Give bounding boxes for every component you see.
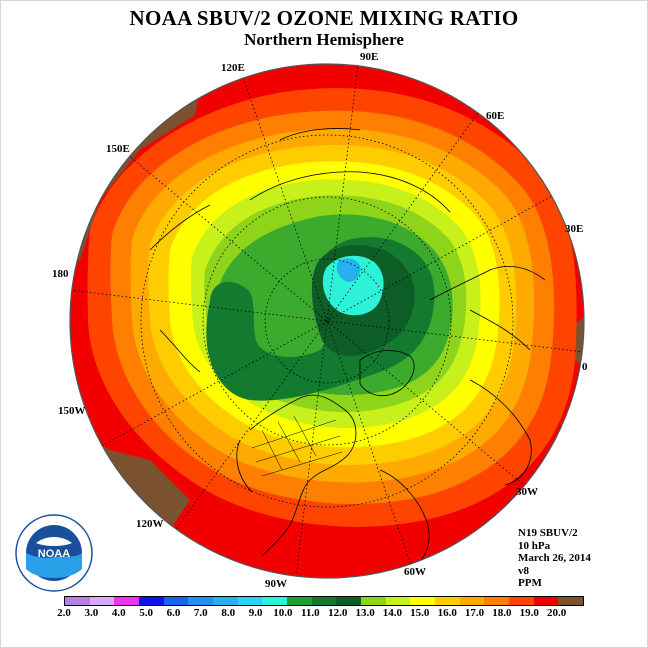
colorbar-tick-label: 7.0 (193, 607, 208, 619)
colorbar-swatch (336, 597, 362, 605)
colorbar-tick-label: 17.0 (464, 607, 485, 619)
lat-circle-1 (264, 258, 390, 384)
lon-label-30e: 30E (565, 223, 584, 235)
colorbar-tick-label: 20.0 (546, 607, 567, 619)
lon-label-90e: 90E (360, 51, 379, 63)
us-line-2 (251, 419, 343, 477)
lat-circle-2 (202, 196, 452, 446)
page-title: NOAA SBUV/2 OZONE MIXING RATIO (129, 6, 519, 30)
colorbar-tick-label: 6.0 (166, 607, 181, 619)
latitude-circles (140, 134, 514, 508)
colorbar-swatch (65, 597, 90, 605)
colorbar-tick-label: 12.0 (328, 607, 348, 619)
colorbar-swatch (114, 597, 140, 605)
info-level: 10 hPa (518, 539, 551, 552)
colorbar-ticks: 2.0 3.0 4.0 5.0 6.0 7.0 8.0 9.0 10.0 11.0 12.0 13.0… (57, 607, 584, 621)
colorbar (64, 596, 584, 606)
coast-greenland (359, 350, 415, 397)
meridians (70, 64, 584, 578)
colorbar-tick-label: 2.0 (57, 607, 71, 619)
colorbar-tick-label: 19.0 (519, 607, 539, 619)
coast-europe (429, 266, 546, 351)
colorbar-tick-label: 3.0 (84, 607, 99, 619)
colorbar-swatch (484, 597, 510, 605)
colorbar-swatch (213, 597, 238, 605)
lon-label-180: 180 (52, 268, 69, 280)
colorbar-tick-label: 4.0 (111, 607, 126, 619)
colorbar-tick-label: 15.0 (410, 607, 430, 619)
lat-circle-3 (140, 134, 514, 508)
colorbar-swatch (435, 597, 460, 605)
colorbar-swatch (509, 597, 534, 605)
colorbar-swatch (262, 597, 288, 605)
colorbar-swatch (361, 597, 386, 605)
info-units: PPM (518, 577, 542, 589)
ozone-field (70, 64, 584, 578)
lon-label-120w: 120W (136, 518, 164, 530)
map-outline (69, 63, 585, 579)
colorbar-tick-label: 10.0 (273, 607, 293, 619)
colorbar-swatch (89, 597, 115, 605)
colorbar-swatch (533, 597, 559, 605)
colorbar-tick-label: 9.0 (248, 607, 263, 619)
colorbar-swatch (311, 597, 337, 605)
lon-label-60e: 60E (486, 110, 505, 122)
colorbar-tick-label: 13.0 (355, 607, 375, 619)
us-state-lines (251, 415, 343, 477)
colorbar-swatch (188, 597, 214, 605)
coast-africa (469, 379, 532, 486)
colorbar-swatch (410, 597, 436, 605)
colorbar-swatch (163, 597, 189, 605)
lon-label-90w: 90W (265, 578, 287, 590)
noaa-logo: NOAA (15, 514, 93, 592)
logo-text: NOAA (38, 548, 70, 560)
colorbar-tick-label: 18.0 (492, 607, 512, 619)
coast-north-america (236, 394, 357, 557)
lon-label-0: 0 (582, 361, 588, 373)
lon-label-60w: 60W (404, 566, 426, 578)
lon-label-30w: 30W (516, 486, 538, 498)
meridian-120e-60w (241, 73, 413, 569)
colorbar-swatch (287, 597, 312, 605)
colorbar-swatch (558, 597, 584, 605)
page-subtitle: Northern Hemisphere (244, 30, 404, 49)
info-version: v8 (518, 564, 529, 577)
colorbar-tick-label: 8.0 (221, 607, 236, 619)
coast-south-america (379, 469, 430, 571)
colorbar-tick-label: 16.0 (437, 607, 457, 619)
lon-label-150e: 150E (106, 143, 130, 155)
band-sky (336, 258, 361, 282)
lon-label-150w: 150W (58, 405, 86, 417)
us-line-1 (261, 415, 317, 471)
coast-east-asia-rim (149, 204, 211, 373)
info-satellite: N19 SBUV/2 (518, 527, 578, 539)
info-block: N19 SBUV/2 10 hPa March 26, 2014 v8 PPM (518, 527, 591, 590)
colorbar-tick-label: 14.0 (382, 607, 403, 619)
colorbar-swatch (237, 597, 263, 605)
colorbar-tick-label: 5.0 (139, 607, 153, 619)
colorbar-swatch (459, 597, 485, 605)
info-date: March 26, 2014 (518, 552, 591, 564)
lon-label-120e: 120E (221, 62, 245, 74)
colorbar-tick-label: 11.0 (300, 607, 320, 619)
field-brown-e (572, 300, 584, 370)
colorbar-swatch (139, 597, 164, 605)
colorbar-swatch (385, 597, 411, 605)
